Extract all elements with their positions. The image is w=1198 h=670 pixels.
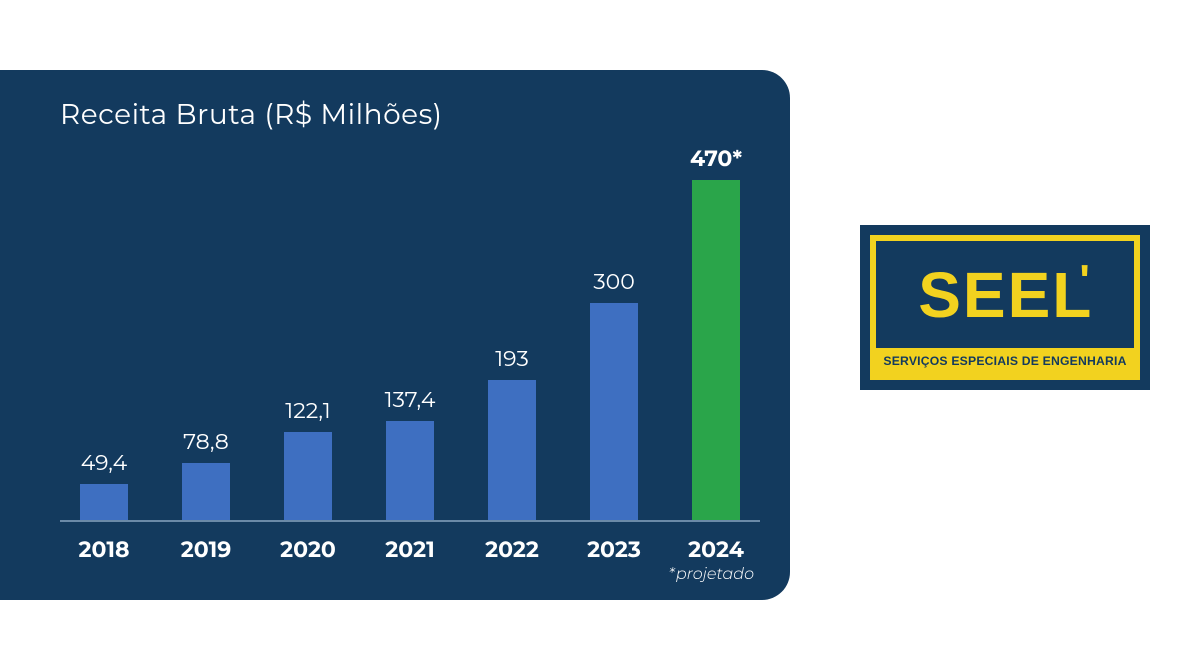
chart-title: Receita Bruta (R$ Milhões) — [60, 98, 760, 132]
bar-2024 — [692, 180, 740, 520]
chart-x-axis: 2018 2019 2020 2021 2022 2023 2024 — [60, 536, 760, 563]
x-tick-2020: 2020 — [264, 536, 352, 563]
bar-slot-2020: 122,1 — [264, 142, 352, 520]
bar-value-label: 470* — [690, 145, 742, 172]
bar-slot-2018: 49,4 — [60, 142, 148, 520]
bar-2019 — [182, 463, 230, 520]
bar-value-label: 300 — [593, 268, 635, 295]
chart-plot-area: 49,4 78,8 122,1 137,4 193 300 470* — [60, 142, 760, 522]
seel-logo-word: SEEL — [918, 263, 1093, 327]
chart-footnote: *projetado — [60, 565, 760, 584]
bar-2021 — [386, 421, 434, 520]
bar-value-label: 122,1 — [285, 397, 331, 424]
x-tick-2024: 2024 — [672, 536, 760, 563]
x-tick-2019: 2019 — [162, 536, 250, 563]
bar-value-label: 193 — [495, 345, 529, 372]
x-tick-2022: 2022 — [468, 536, 556, 563]
x-tick-2021: 2021 — [366, 536, 454, 563]
bar-value-label: 49,4 — [81, 449, 127, 476]
seel-logo-subtitle: SERVIÇOS ESPECIAIS DE ENGENHARIA — [876, 348, 1134, 374]
bar-value-label: 78,8 — [183, 428, 229, 455]
x-tick-2023: 2023 — [570, 536, 658, 563]
seel-logo-frame: SEEL' SERVIÇOS ESPECIAIS DE ENGENHARIA — [870, 235, 1140, 380]
bar-slot-2019: 78,8 — [162, 142, 250, 520]
bar-slot-2023: 300 — [570, 142, 658, 520]
bar-2018 — [80, 484, 128, 520]
seel-logo-main-text: SEEL' — [876, 241, 1134, 348]
bar-slot-2024: 470* — [672, 142, 760, 520]
seel-logo: SEEL' SERVIÇOS ESPECIAIS DE ENGENHARIA — [860, 225, 1150, 390]
revenue-chart-panel: Receita Bruta (R$ Milhões) 49,4 78,8 122,1… — [0, 70, 790, 600]
bar-slot-2021: 137,4 — [366, 142, 454, 520]
x-tick-2018: 2018 — [60, 536, 148, 563]
bar-slot-2022: 193 — [468, 142, 556, 520]
bar-2022 — [488, 380, 536, 520]
bar-2020 — [284, 432, 332, 520]
bar-2023 — [590, 303, 638, 520]
bar-value-label: 137,4 — [385, 386, 436, 413]
seel-logo-accent-mark: ' — [1079, 259, 1091, 303]
